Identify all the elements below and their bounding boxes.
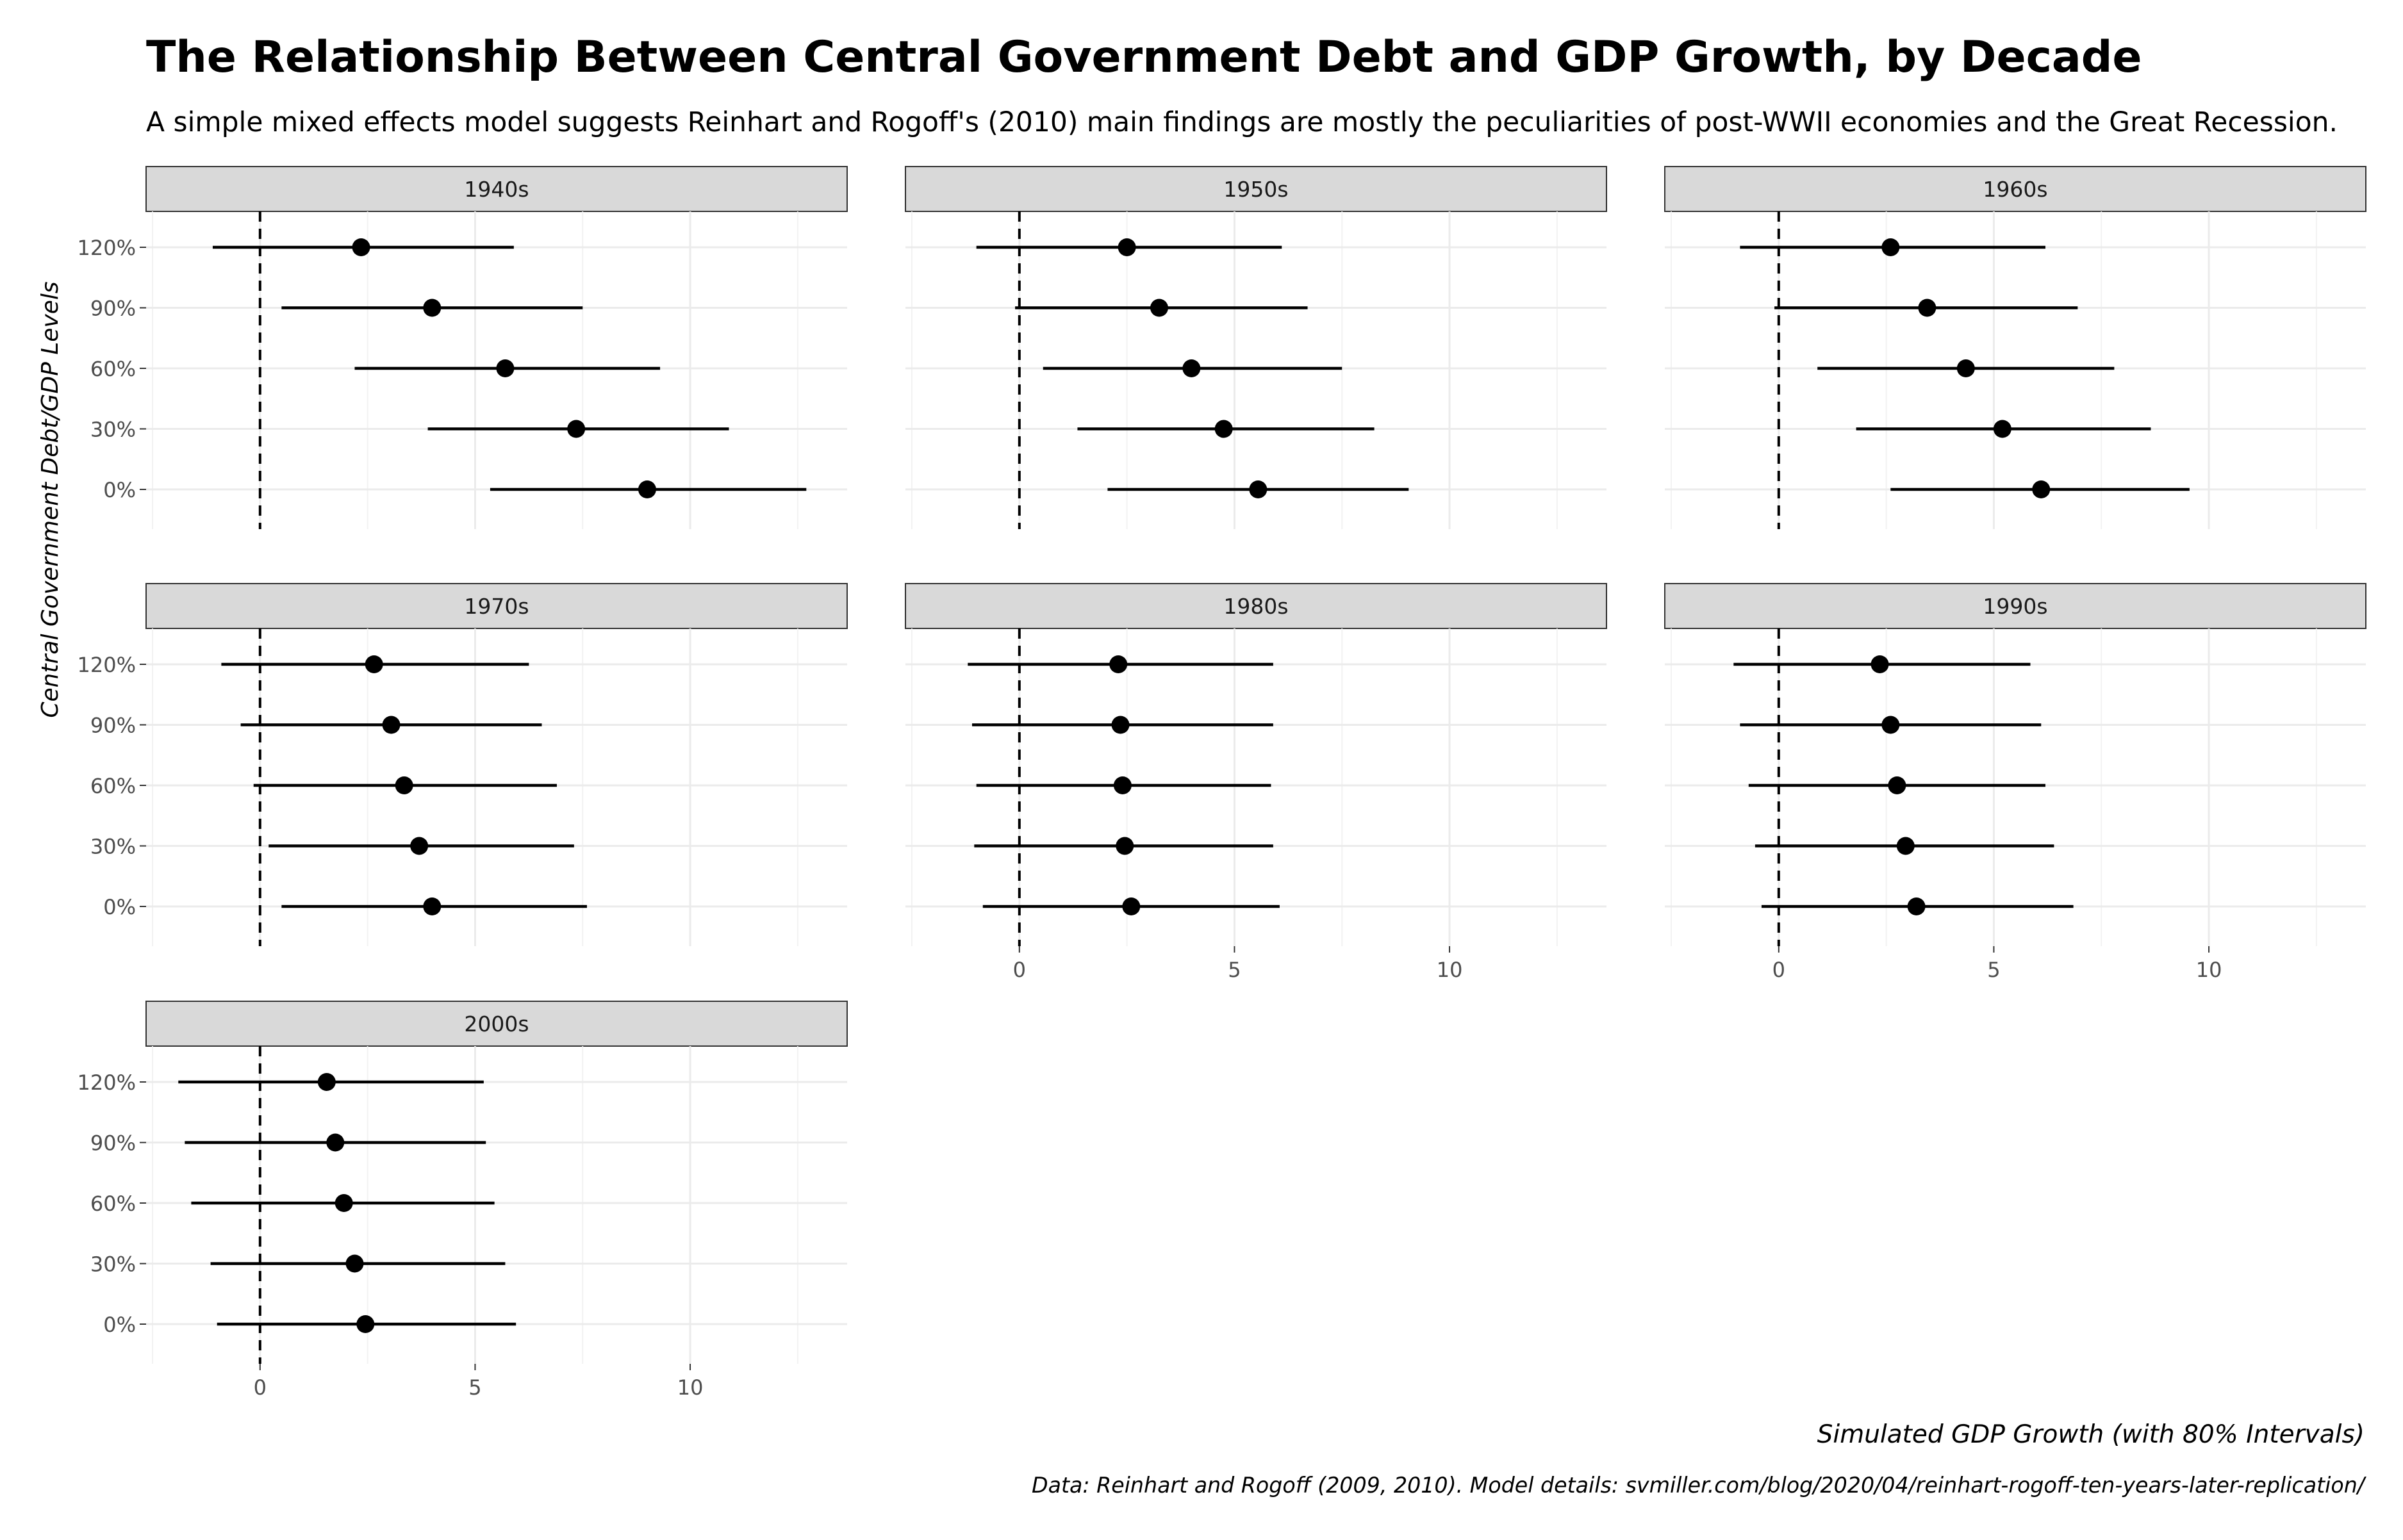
estimate-point (1150, 299, 1168, 317)
estimate-point (1116, 837, 1134, 855)
y-tick-label: 90% (90, 297, 136, 321)
estimate-point (395, 776, 413, 794)
chart-title: The Relationship Between Central Governm… (146, 32, 2142, 83)
facet-strip-label: 1940s (464, 177, 529, 202)
x-axis-title: Simulated GDP Growth (with 80% Intervals… (1817, 1420, 2365, 1449)
estimate-point (1214, 420, 1233, 438)
facet-strip-label: 2000s (464, 1012, 529, 1036)
x-tick-label: 5 (1228, 958, 1241, 982)
estimate-point (1888, 776, 1906, 794)
y-tick-label: 90% (90, 1131, 136, 1156)
facet-strip (1664, 583, 2366, 629)
estimate-point (1870, 655, 1889, 673)
facet-strip (145, 166, 848, 212)
estimate-point (496, 359, 515, 377)
estimate-point (2032, 480, 2051, 498)
y-tick-label: 0% (103, 1313, 136, 1337)
x-tick-label: 10 (1437, 958, 1463, 982)
facet-strip (905, 583, 1607, 629)
facet-panel: 1960s (1664, 166, 2366, 529)
y-tick-label: 30% (90, 418, 136, 442)
estimate-point (423, 897, 442, 915)
x-tick-label: 0 (1013, 958, 1026, 982)
estimate-point (326, 1133, 345, 1152)
facet-panel: 1950s (905, 166, 1607, 529)
facet-strip-label: 1980s (1223, 594, 1288, 619)
estimate-point (638, 480, 656, 498)
estimate-point (1111, 716, 1130, 734)
estimate-point (334, 1194, 353, 1212)
estimate-point (1113, 776, 1132, 794)
x-tick-label: 5 (1987, 958, 2000, 982)
facet-strip-label: 1960s (1983, 177, 2047, 202)
y-tick-label: 0% (103, 895, 136, 919)
facet-panels: 1940s 120% 90% 60% 30% 0% 1950s 1960s 1970s 120% 9… (78, 166, 2366, 1400)
facet-strip (905, 166, 1607, 212)
facet-strip (145, 1001, 848, 1047)
estimate-point (567, 420, 586, 438)
facet-strip-label: 1970s (464, 594, 529, 619)
x-tick-label: 0 (1772, 958, 1785, 982)
estimate-point (1122, 897, 1141, 915)
estimate-point (1956, 359, 1975, 377)
y-tick-label: 60% (90, 774, 136, 798)
y-tick-label: 30% (90, 835, 136, 859)
x-tick-label: 10 (2196, 958, 2222, 982)
estimate-point (410, 837, 429, 855)
y-tick-label: 60% (90, 357, 136, 381)
y-tick-label: 90% (90, 714, 136, 738)
facet-panel: 1940s 120% 90% 60% 30% 0% (78, 166, 848, 529)
facet-strip-label: 1990s (1983, 594, 2047, 619)
estimate-point (1881, 716, 1900, 734)
estimate-point (356, 1315, 375, 1333)
estimate-point (1249, 480, 1268, 498)
x-tick-label: 5 (468, 1375, 481, 1400)
estimate-point (382, 716, 400, 734)
estimate-point (1896, 837, 1915, 855)
estimate-point (1881, 238, 1900, 256)
y-tick-label: 120% (78, 236, 136, 260)
estimate-point (317, 1073, 336, 1091)
facet-panel: 1980s 0 5 10 (905, 583, 1607, 982)
y-tick-label: 60% (90, 1192, 136, 1216)
y-tick-label: 30% (90, 1252, 136, 1277)
facet-panel: 1990s 0 5 10 (1664, 583, 2366, 982)
estimate-point (365, 655, 383, 673)
estimate-point (1918, 299, 1936, 317)
estimate-point (1109, 655, 1128, 673)
chart-subtitle: A simple mixed effects model suggests Re… (146, 106, 2338, 138)
facet-panel: 2000s 120% 90% 60% 30% 0% 0 5 10 (78, 1001, 848, 1400)
facet-strip (1664, 166, 2366, 212)
facet-panel: 1970s 120% 90% 60% 30% 0% (78, 583, 848, 946)
y-tick-label: 120% (78, 1070, 136, 1095)
estimate-point (423, 299, 442, 317)
estimate-point (1118, 238, 1136, 256)
facet-strip-label: 1950s (1223, 177, 1288, 202)
y-tick-label: 0% (103, 478, 136, 502)
chart-caption: Data: Reinhart and Rogoff (2009, 2010). … (1032, 1473, 2366, 1498)
facet-strip (145, 583, 848, 629)
x-tick-label: 0 (254, 1375, 267, 1400)
x-tick-label: 10 (677, 1375, 704, 1400)
estimate-point (1182, 359, 1201, 377)
y-tick-label: 120% (78, 653, 136, 677)
estimate-point (1993, 420, 2011, 438)
estimate-point (1907, 897, 1926, 915)
estimate-point (345, 1254, 364, 1273)
estimate-point (352, 238, 370, 256)
y-axis-title: Central Government Debt/GDP Levels (37, 281, 63, 717)
